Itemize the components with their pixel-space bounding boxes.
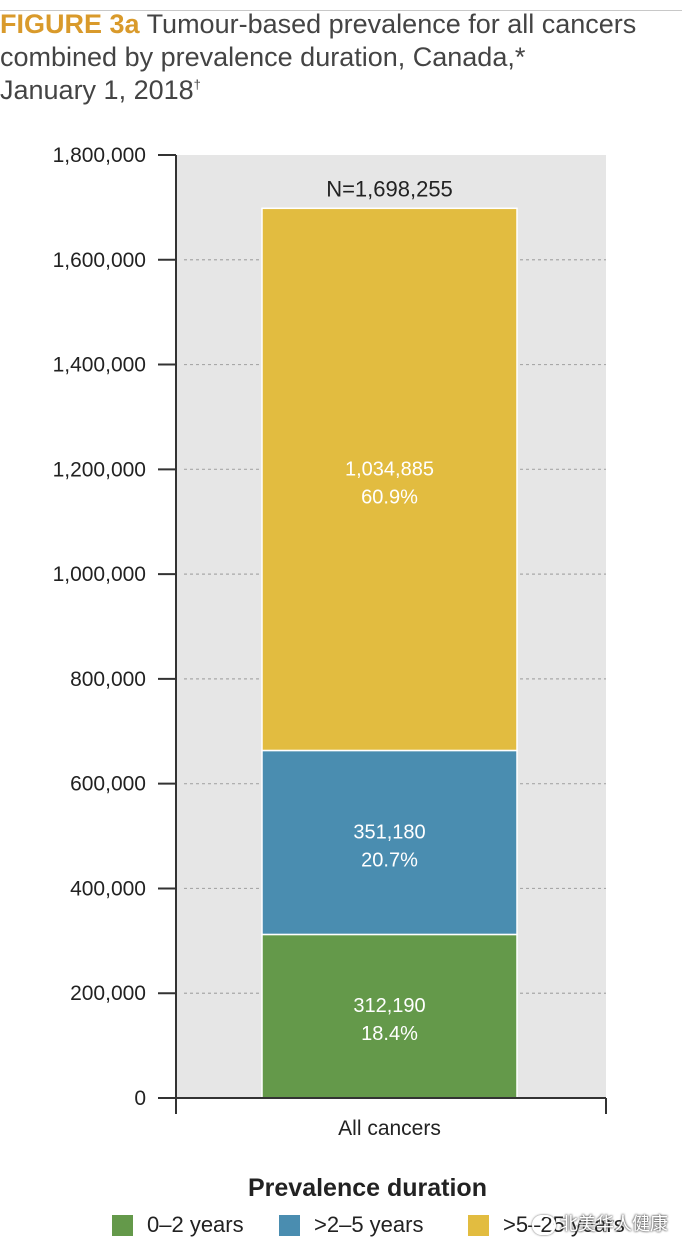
figure-title: FIGURE 3a Tumour-based prevalence for al… (0, 8, 670, 107)
figure-label: FIGURE 3a (0, 9, 140, 39)
y-tick-label: 1,000,000 (53, 563, 146, 586)
legend: Prevalence duration 0–2 years >2–5 years… (0, 1172, 682, 1254)
y-tick-label: 800,000 (70, 668, 146, 691)
legend-item-5-25-years: >5–25 years (468, 1212, 625, 1238)
legend-label: >2–5 years (314, 1212, 424, 1237)
y-tick-label: 0 (134, 1087, 146, 1110)
watermark-text: 北美华人健康 (560, 1214, 668, 1234)
legend-title: Prevalence duration (248, 1174, 487, 1202)
y-tick-label: 200,000 (70, 982, 146, 1005)
legend-swatch-blue (279, 1214, 300, 1236)
segment-percent-label: 60.9% (361, 486, 418, 508)
segment-value-label: 1,034,885 (345, 458, 434, 480)
segment-percent-label: 20.7% (361, 849, 418, 871)
bar-segment-1 (261, 749, 518, 936)
segment-value-label: 351,180 (353, 821, 425, 843)
bar-segment-0 (261, 933, 518, 1099)
legend-swatch-yellow (468, 1214, 489, 1236)
total-label: N=1,698,255 (326, 176, 453, 201)
y-tick-label: 1,200,000 (53, 458, 146, 481)
data-labels: 312,190 18.4% 351,180 20.7% 1,034,885 60.9% N=… (326, 176, 453, 1045)
y-tick-label: 400,000 (70, 877, 146, 900)
segment-percent-label: 18.4% (361, 1023, 418, 1045)
segment-value-label: 312,190 (353, 995, 425, 1017)
axes: All cancers (175, 155, 607, 1140)
y-tick-label: 1,400,000 (53, 354, 146, 377)
legend-label: 0–2 years (147, 1212, 244, 1237)
top-rule (0, 0, 682, 11)
legend-item-0-2-years: 0–2 years (112, 1212, 244, 1238)
figure-date: January 1, 2018 (0, 75, 194, 105)
wechat-icon (532, 1215, 556, 1236)
figure-date-mark: † (193, 77, 201, 92)
legend-label: >5–25 years (503, 1212, 625, 1237)
y-axis-ticks: 0 200,000 400,000 600,000 800,000 1,000,000 1,… (53, 144, 176, 1110)
x-category-label: All cancers (338, 1117, 441, 1140)
legend-swatch-green (112, 1214, 133, 1236)
bar-segment-2 (261, 207, 518, 752)
y-tick-label: 1,600,000 (53, 249, 146, 272)
watermark: 北美华人健康 (532, 1210, 668, 1236)
y-tick-label: 1,800,000 (53, 144, 146, 167)
figure-title-text: Tumour-based prevalence for all cancers … (0, 9, 637, 72)
y-tick-label: 600,000 (70, 773, 146, 796)
stacked-bar-chart: All cancers 0 200,000 400,000 600,000 800,00… (53, 144, 607, 1140)
legend-item-2-5-years: >2–5 years (279, 1212, 423, 1238)
bars (261, 207, 518, 1099)
